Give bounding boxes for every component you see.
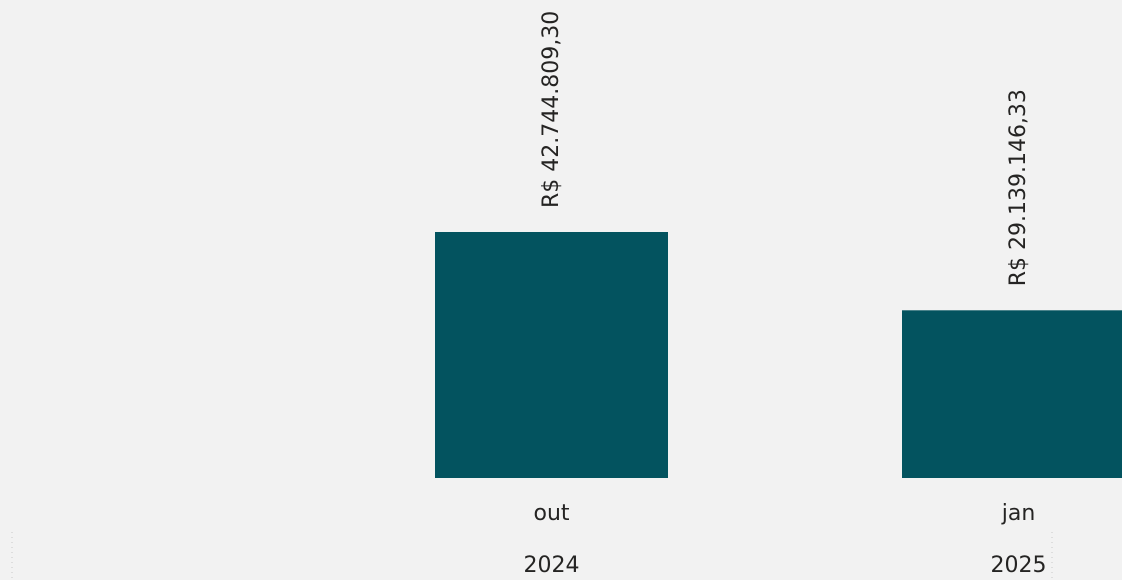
labels-layer: R$ 42.744.809,30 out 2024 R$ 29.139.146,33 j… — [524, 11, 1047, 578]
bar-out-2024[interactable] — [435, 232, 668, 478]
data-label: R$ 42.744.809,30 — [539, 11, 564, 208]
bar-jan-2025[interactable] — [902, 310, 1122, 478]
x-tick-label-month: jan — [1001, 501, 1036, 526]
x-tick-label-month: out — [533, 501, 569, 526]
x-group-label-year: 2025 — [991, 553, 1047, 578]
bars-layer — [435, 232, 1122, 478]
x-group-label-year: 2024 — [524, 553, 580, 578]
data-label: R$ 29.139.146,33 — [1006, 89, 1031, 286]
